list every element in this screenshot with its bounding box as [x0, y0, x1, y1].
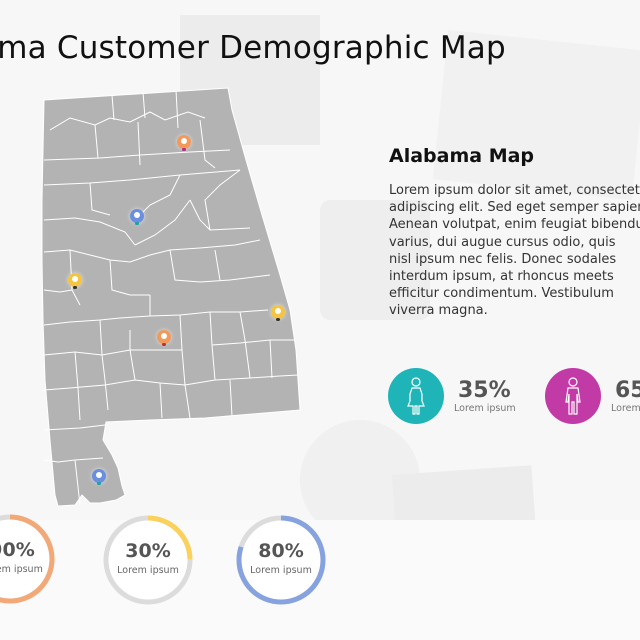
male-label: Lorem ipsum	[611, 403, 640, 414]
female-percent: 35%	[458, 378, 511, 403]
male-percent: 65%	[615, 378, 640, 403]
location-pin-icon	[177, 135, 191, 149]
ring-chart	[0, 514, 55, 604]
ring-percent: 80%	[258, 540, 304, 562]
map-pin-south[interactable]	[92, 469, 106, 487]
location-pin-icon	[157, 330, 171, 344]
progress-ring-2: 30% Lorem ipsum	[102, 514, 194, 606]
ring-chart	[103, 515, 193, 605]
map-pin-west[interactable]	[68, 273, 82, 291]
location-pin-icon	[92, 469, 106, 483]
male-icon	[545, 368, 601, 424]
ring-label: Lorem ipsum	[0, 564, 43, 575]
ring-chart	[236, 515, 326, 605]
location-pin-icon	[68, 273, 82, 287]
location-pin-icon	[130, 209, 144, 223]
location-pin-icon	[271, 305, 285, 319]
info-body-text: Lorem ipsum dolor sit amet, consectetur …	[389, 183, 640, 319]
ring-label: Lorem ipsum	[117, 565, 179, 576]
ring-percent: 90%	[0, 539, 35, 561]
progress-ring-3: 80% Lorem ipsum	[235, 514, 327, 606]
background-shape	[320, 200, 430, 320]
female-icon	[388, 368, 444, 424]
female-label: Lorem ipsum	[454, 403, 516, 414]
page-title: ama Customer Demographic Map	[0, 30, 506, 66]
ring-percent: 30%	[125, 540, 171, 562]
map-pin-south-central[interactable]	[157, 330, 171, 348]
map-pin-central[interactable]	[130, 209, 144, 227]
map-pin-east[interactable]	[271, 305, 285, 323]
progress-ring-1: 90% Lorem ipsum	[0, 513, 56, 605]
info-heading: Alabama Map	[389, 145, 535, 167]
ring-label: Lorem ipsum	[250, 565, 312, 576]
map-pin-north-east[interactable]	[177, 135, 191, 153]
